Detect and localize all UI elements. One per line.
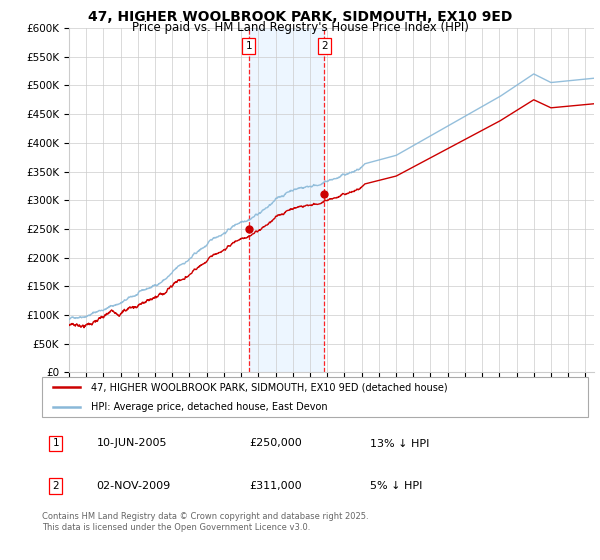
Text: Contains HM Land Registry data © Crown copyright and database right 2025.
This d: Contains HM Land Registry data © Crown c… <box>42 512 368 532</box>
Text: £250,000: £250,000 <box>250 438 302 449</box>
Text: 02-NOV-2009: 02-NOV-2009 <box>97 481 171 491</box>
Text: 47, HIGHER WOOLBROOK PARK, SIDMOUTH, EX10 9ED (detached house): 47, HIGHER WOOLBROOK PARK, SIDMOUTH, EX1… <box>91 382 448 393</box>
Text: 5% ↓ HPI: 5% ↓ HPI <box>370 481 422 491</box>
Text: 10-JUN-2005: 10-JUN-2005 <box>97 438 167 449</box>
Bar <box>249 28 325 372</box>
Text: 2: 2 <box>321 41 328 52</box>
Text: 47, HIGHER WOOLBROOK PARK, SIDMOUTH, EX10 9ED: 47, HIGHER WOOLBROOK PARK, SIDMOUTH, EX1… <box>88 10 512 24</box>
Text: 13% ↓ HPI: 13% ↓ HPI <box>370 438 429 449</box>
Text: 1: 1 <box>245 41 252 52</box>
FancyBboxPatch shape <box>42 377 588 417</box>
Text: £311,000: £311,000 <box>250 481 302 491</box>
Text: HPI: Average price, detached house, East Devon: HPI: Average price, detached house, East… <box>91 402 328 412</box>
Text: 1: 1 <box>52 438 59 449</box>
Text: 2: 2 <box>52 481 59 491</box>
Text: Price paid vs. HM Land Registry's House Price Index (HPI): Price paid vs. HM Land Registry's House … <box>131 21 469 34</box>
